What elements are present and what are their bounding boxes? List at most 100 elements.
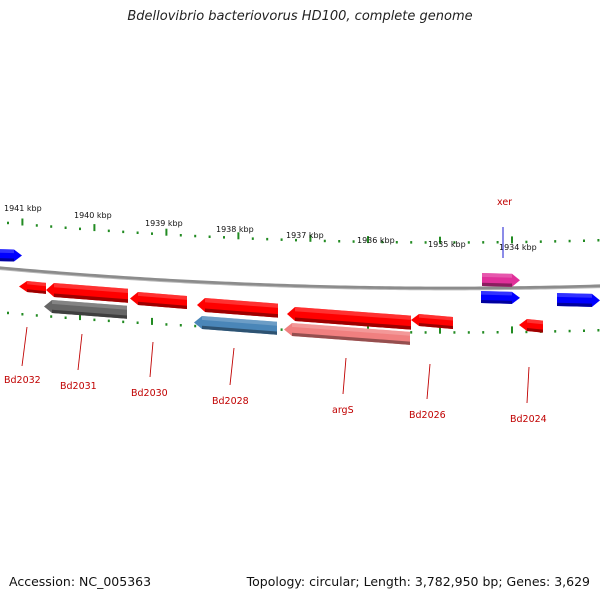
inner-tick xyxy=(136,321,139,324)
gene-shadow xyxy=(295,317,411,330)
outer-tick xyxy=(136,231,139,234)
gene-g12[interactable] xyxy=(481,291,520,304)
gene-g10[interactable] xyxy=(411,314,453,329)
outer-tick xyxy=(467,241,470,244)
gene-label[interactable]: Bd2030 xyxy=(131,388,168,399)
inner-tick xyxy=(410,331,413,334)
gene-highlight xyxy=(557,293,592,298)
gene-g03[interactable] xyxy=(46,283,128,303)
outer-tick xyxy=(453,241,456,244)
kbp-label: 1936 kbp xyxy=(357,236,395,245)
gene-label[interactable]: Bd2028 xyxy=(212,396,249,407)
inner-tick xyxy=(93,318,96,322)
outer-tick-track xyxy=(7,218,600,244)
kbp-label: 1938 kbp xyxy=(216,225,254,234)
outer-tick xyxy=(554,240,557,243)
inner-tick xyxy=(496,331,499,334)
gene-label[interactable]: Bd2031 xyxy=(60,381,97,392)
outer-tick xyxy=(50,225,53,228)
outer-tick xyxy=(223,236,225,239)
inner-tick xyxy=(280,328,283,331)
inner-tick xyxy=(64,316,67,319)
inner-tick xyxy=(179,324,182,327)
gene-g08[interactable] xyxy=(287,307,411,330)
outer-tick xyxy=(7,221,9,225)
inner-tick xyxy=(35,314,38,317)
gene-g11[interactable] xyxy=(482,273,520,287)
gene-g14[interactable] xyxy=(557,293,600,307)
inner-tick xyxy=(568,329,571,333)
gene-highlight xyxy=(202,316,277,326)
backbone-line xyxy=(0,266,600,290)
gene-g13[interactable] xyxy=(519,319,543,333)
gene-highlight xyxy=(27,281,46,287)
inner-tick xyxy=(194,324,197,328)
outer-tick xyxy=(309,234,312,242)
gene-highlight xyxy=(295,307,411,320)
gene-shadow xyxy=(292,332,410,345)
gene-shadow xyxy=(138,301,187,309)
outer-tick xyxy=(280,238,283,241)
outer-tick xyxy=(482,241,485,244)
outer-tick xyxy=(21,218,24,226)
gene-shadow xyxy=(419,323,453,329)
outer-tick xyxy=(568,239,571,243)
gene-shadow xyxy=(52,309,127,319)
gene-shadow xyxy=(0,258,14,262)
kbp-label: 1937 kbp xyxy=(286,231,324,240)
gene-label[interactable]: Bd2026 xyxy=(409,410,446,421)
outer-tick xyxy=(597,239,600,242)
kbp-label: 1935 kbp xyxy=(428,240,466,249)
kbp-label: 1939 kbp xyxy=(145,219,183,228)
inner-tick xyxy=(107,319,110,323)
gene-labels: Bd2032 Bd2031 Bd2030 Bd2028 argS Bd2026 xer Bd2… xyxy=(4,197,547,425)
inner-tick xyxy=(439,326,441,334)
gene-g06[interactable] xyxy=(197,298,278,318)
outer-tick xyxy=(165,228,168,236)
outer-tick xyxy=(496,241,499,244)
outer-tick xyxy=(410,241,413,244)
gene-highlight xyxy=(205,298,278,308)
gene-label[interactable]: Bd2032 xyxy=(4,375,41,386)
outer-tick xyxy=(179,234,182,237)
gene-g01[interactable] xyxy=(0,249,22,262)
gene-track[interactable] xyxy=(0,249,600,345)
outer-tick xyxy=(35,224,38,227)
inner-tick xyxy=(453,331,456,334)
gene-label[interactable]: argS xyxy=(332,405,354,416)
gene-shadow xyxy=(481,300,512,304)
gene-g02[interactable] xyxy=(19,281,46,294)
gene-label[interactable]: Bd2024 xyxy=(510,414,547,425)
outer-tick xyxy=(295,238,297,242)
kbp-scale: 1941 kbp 1940 kbp 1939 kbp 1938 kbp 1937 kbp… xyxy=(4,204,537,252)
kbp-label: 1941 kbp xyxy=(4,204,42,213)
inner-tick xyxy=(511,326,513,334)
gene-shadow xyxy=(205,308,278,318)
gene-label[interactable]: xer xyxy=(497,197,512,208)
inner-tick xyxy=(79,313,81,321)
gene-highlight xyxy=(481,291,512,296)
label-leader xyxy=(77,333,83,371)
outer-tick xyxy=(367,236,369,244)
outer-tick xyxy=(539,240,542,243)
gene-highlight xyxy=(419,314,453,321)
label-leader xyxy=(426,363,431,400)
gene-g05[interactable] xyxy=(130,292,187,309)
gene-g07[interactable] xyxy=(194,316,277,335)
outer-tick xyxy=(338,240,341,243)
gene-highlight xyxy=(0,249,14,254)
gene-highlight xyxy=(138,292,187,300)
gene-highlight xyxy=(292,323,410,336)
outer-tick xyxy=(79,227,81,231)
inner-tick xyxy=(554,330,557,333)
gene-g09[interactable] xyxy=(284,323,410,345)
outer-tick xyxy=(395,241,398,244)
label-leader xyxy=(342,357,347,395)
gene-g04[interactable] xyxy=(44,300,127,319)
outer-tick xyxy=(122,230,125,234)
inner-tick xyxy=(525,330,528,334)
accession-text: Accession: NC_005363 xyxy=(9,574,152,589)
outer-tick xyxy=(381,240,384,244)
gene-shadow xyxy=(27,289,46,294)
